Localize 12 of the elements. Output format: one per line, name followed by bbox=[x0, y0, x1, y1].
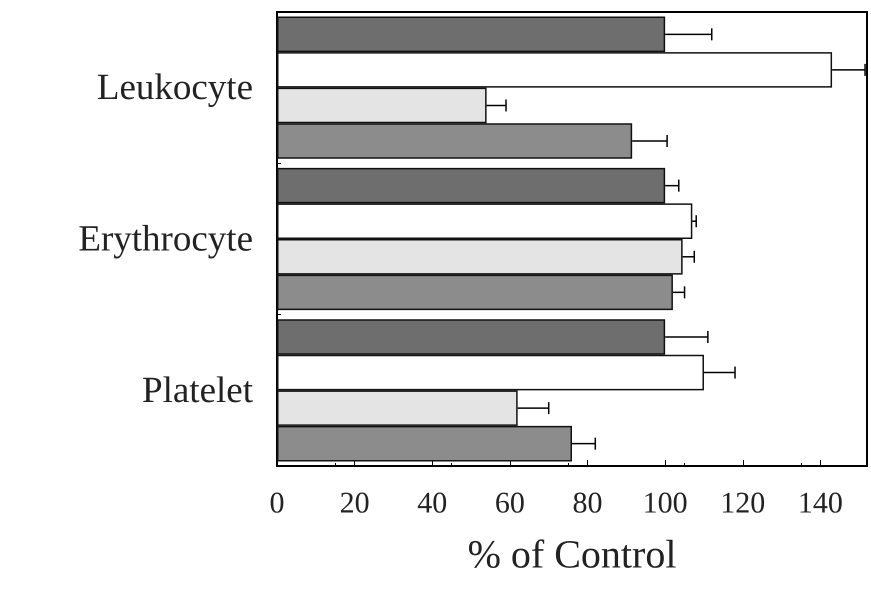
x-tick-label: 80 bbox=[572, 486, 603, 520]
x-tick-label: 100 bbox=[642, 486, 688, 520]
x-tick-label: 60 bbox=[494, 486, 525, 520]
x-tick-label: 140 bbox=[798, 486, 843, 520]
x-tick-label: 40 bbox=[417, 486, 448, 520]
x-tick-label: 120 bbox=[720, 486, 766, 520]
y-tick-label: Leukocyte bbox=[96, 67, 253, 108]
x-axis-title: % of Control bbox=[468, 532, 676, 576]
y-tick-label: Erythrocyte bbox=[78, 218, 253, 260]
y-tick-label: Platelet bbox=[142, 370, 254, 411]
x-tick-label: 0 bbox=[270, 486, 284, 520]
x-tick-label: 20 bbox=[340, 486, 370, 520]
